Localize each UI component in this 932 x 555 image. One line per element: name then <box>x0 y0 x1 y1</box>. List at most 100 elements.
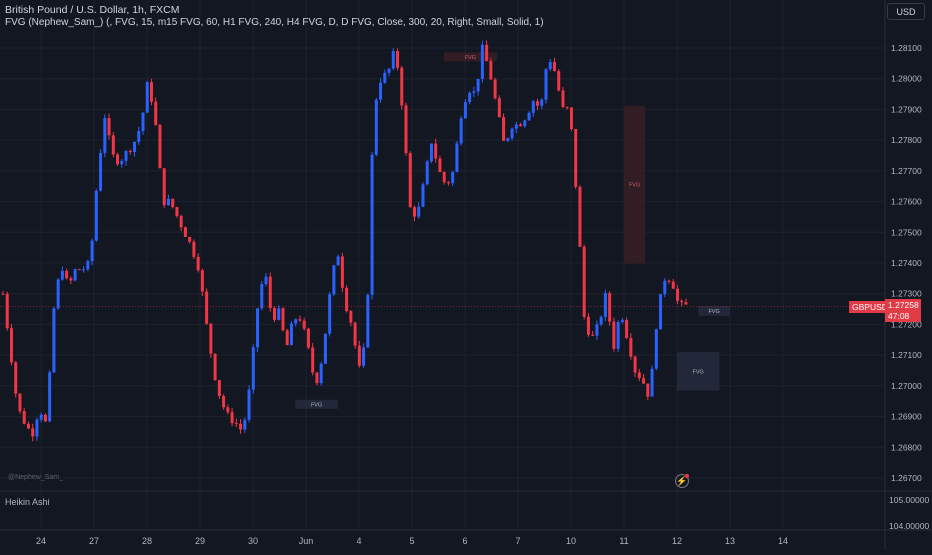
y-tick-label: 1.27000 <box>891 381 922 391</box>
candle-body <box>510 128 514 139</box>
candle-body <box>306 328 310 348</box>
x-tick-label: 24 <box>36 536 46 546</box>
fvg-zone <box>677 352 720 391</box>
candle-body <box>73 269 77 281</box>
candle-body <box>497 98 501 118</box>
candle-body <box>328 294 332 334</box>
candle-body <box>145 82 149 113</box>
candle-body <box>251 347 255 390</box>
candle-body <box>222 396 226 408</box>
candle-body <box>82 269 86 271</box>
candle-body <box>591 334 595 336</box>
candle-body <box>586 316 590 335</box>
candle-body <box>18 393 22 412</box>
candle-body <box>523 120 527 127</box>
candle-body <box>171 198 175 208</box>
candle-body <box>213 353 217 381</box>
candle-body <box>273 308 277 320</box>
candle-body <box>476 78 480 92</box>
candle-body <box>357 345 361 366</box>
x-tick-label: 28 <box>142 536 152 546</box>
candle-body <box>103 118 107 153</box>
candle-body <box>200 270 204 292</box>
grid-lines <box>0 0 885 530</box>
fvg-zone <box>698 306 730 316</box>
candle-body <box>349 311 353 323</box>
candle-body <box>574 128 578 187</box>
candle-body <box>391 51 395 69</box>
candle-body <box>226 407 230 413</box>
candle-body <box>396 51 400 68</box>
candle-body <box>14 362 18 394</box>
x-tick-label: 5 <box>409 536 414 546</box>
candle-body <box>616 321 620 349</box>
candle-body <box>417 206 421 217</box>
fvg-zone <box>443 52 497 62</box>
candle-body <box>603 293 607 317</box>
candle-body <box>124 151 128 161</box>
y-tick-label: 1.27200 <box>891 319 922 329</box>
lightning-icon[interactable]: ⚡ <box>675 474 689 488</box>
candle-body <box>429 143 433 162</box>
candle-body <box>256 308 260 348</box>
candle-body <box>646 383 650 397</box>
candle-body <box>116 154 120 165</box>
candle-body <box>111 135 115 155</box>
symbol-title[interactable]: British Pound / U.S. Dollar, 1h, FXCM <box>5 4 180 16</box>
candle-body <box>154 101 158 125</box>
y-tick-label: 1.27100 <box>891 350 922 360</box>
candle-body <box>26 423 30 429</box>
fvg-label: FVG <box>693 369 704 375</box>
candle-body <box>582 246 586 317</box>
candle-body <box>434 143 438 159</box>
candle-body <box>561 90 565 108</box>
candle-body <box>332 265 336 295</box>
x-tick-label: 30 <box>248 536 258 546</box>
candle-body <box>107 118 111 136</box>
candle-body <box>531 101 535 113</box>
candle-body <box>370 154 374 295</box>
subpane-label[interactable]: Heikin Ashi <box>5 497 50 507</box>
candle-body <box>379 82 383 100</box>
candle-body <box>22 411 26 424</box>
indicator-legend[interactable]: FVG (Nephew_Sam_) (, FVG, 15, m15 FVG, 6… <box>5 17 544 28</box>
candle-body <box>260 284 264 309</box>
candle-body <box>637 372 641 379</box>
y-tick-label: 1.27500 <box>891 227 922 237</box>
candle-body <box>281 308 285 331</box>
candle-body <box>43 414 47 422</box>
candle-body <box>620 320 624 322</box>
candle-body <box>421 184 425 207</box>
candle-body <box>642 378 646 384</box>
candle-body <box>1 293 5 295</box>
currency-button[interactable]: USD <box>887 3 925 20</box>
candle-body <box>162 168 166 206</box>
candle-body <box>451 171 455 184</box>
candle-body <box>234 423 238 425</box>
candle-body <box>315 372 319 384</box>
candle-body <box>175 207 179 217</box>
candle-body <box>239 423 243 430</box>
candle-body <box>540 99 544 106</box>
candle-body <box>438 158 442 172</box>
candle-body <box>412 207 416 217</box>
y-tick-label: 1.27800 <box>891 135 922 145</box>
fvg-zone <box>295 399 338 409</box>
candle-body <box>671 281 675 289</box>
candle-body <box>264 276 268 285</box>
candle-body <box>340 256 344 288</box>
candle-body <box>425 161 429 185</box>
candle-body <box>336 256 340 266</box>
y-tick-label: 1.27300 <box>891 289 922 299</box>
x-tick-label: 11 <box>619 536 628 546</box>
candle-body <box>404 105 408 154</box>
candle-body <box>133 141 137 152</box>
candle-body <box>552 62 556 72</box>
ticker-badge: GBPUSD <box>849 301 891 313</box>
candle-body <box>578 186 582 247</box>
candle-body <box>663 280 667 295</box>
candle-body <box>217 380 221 397</box>
candle-body <box>506 138 510 141</box>
